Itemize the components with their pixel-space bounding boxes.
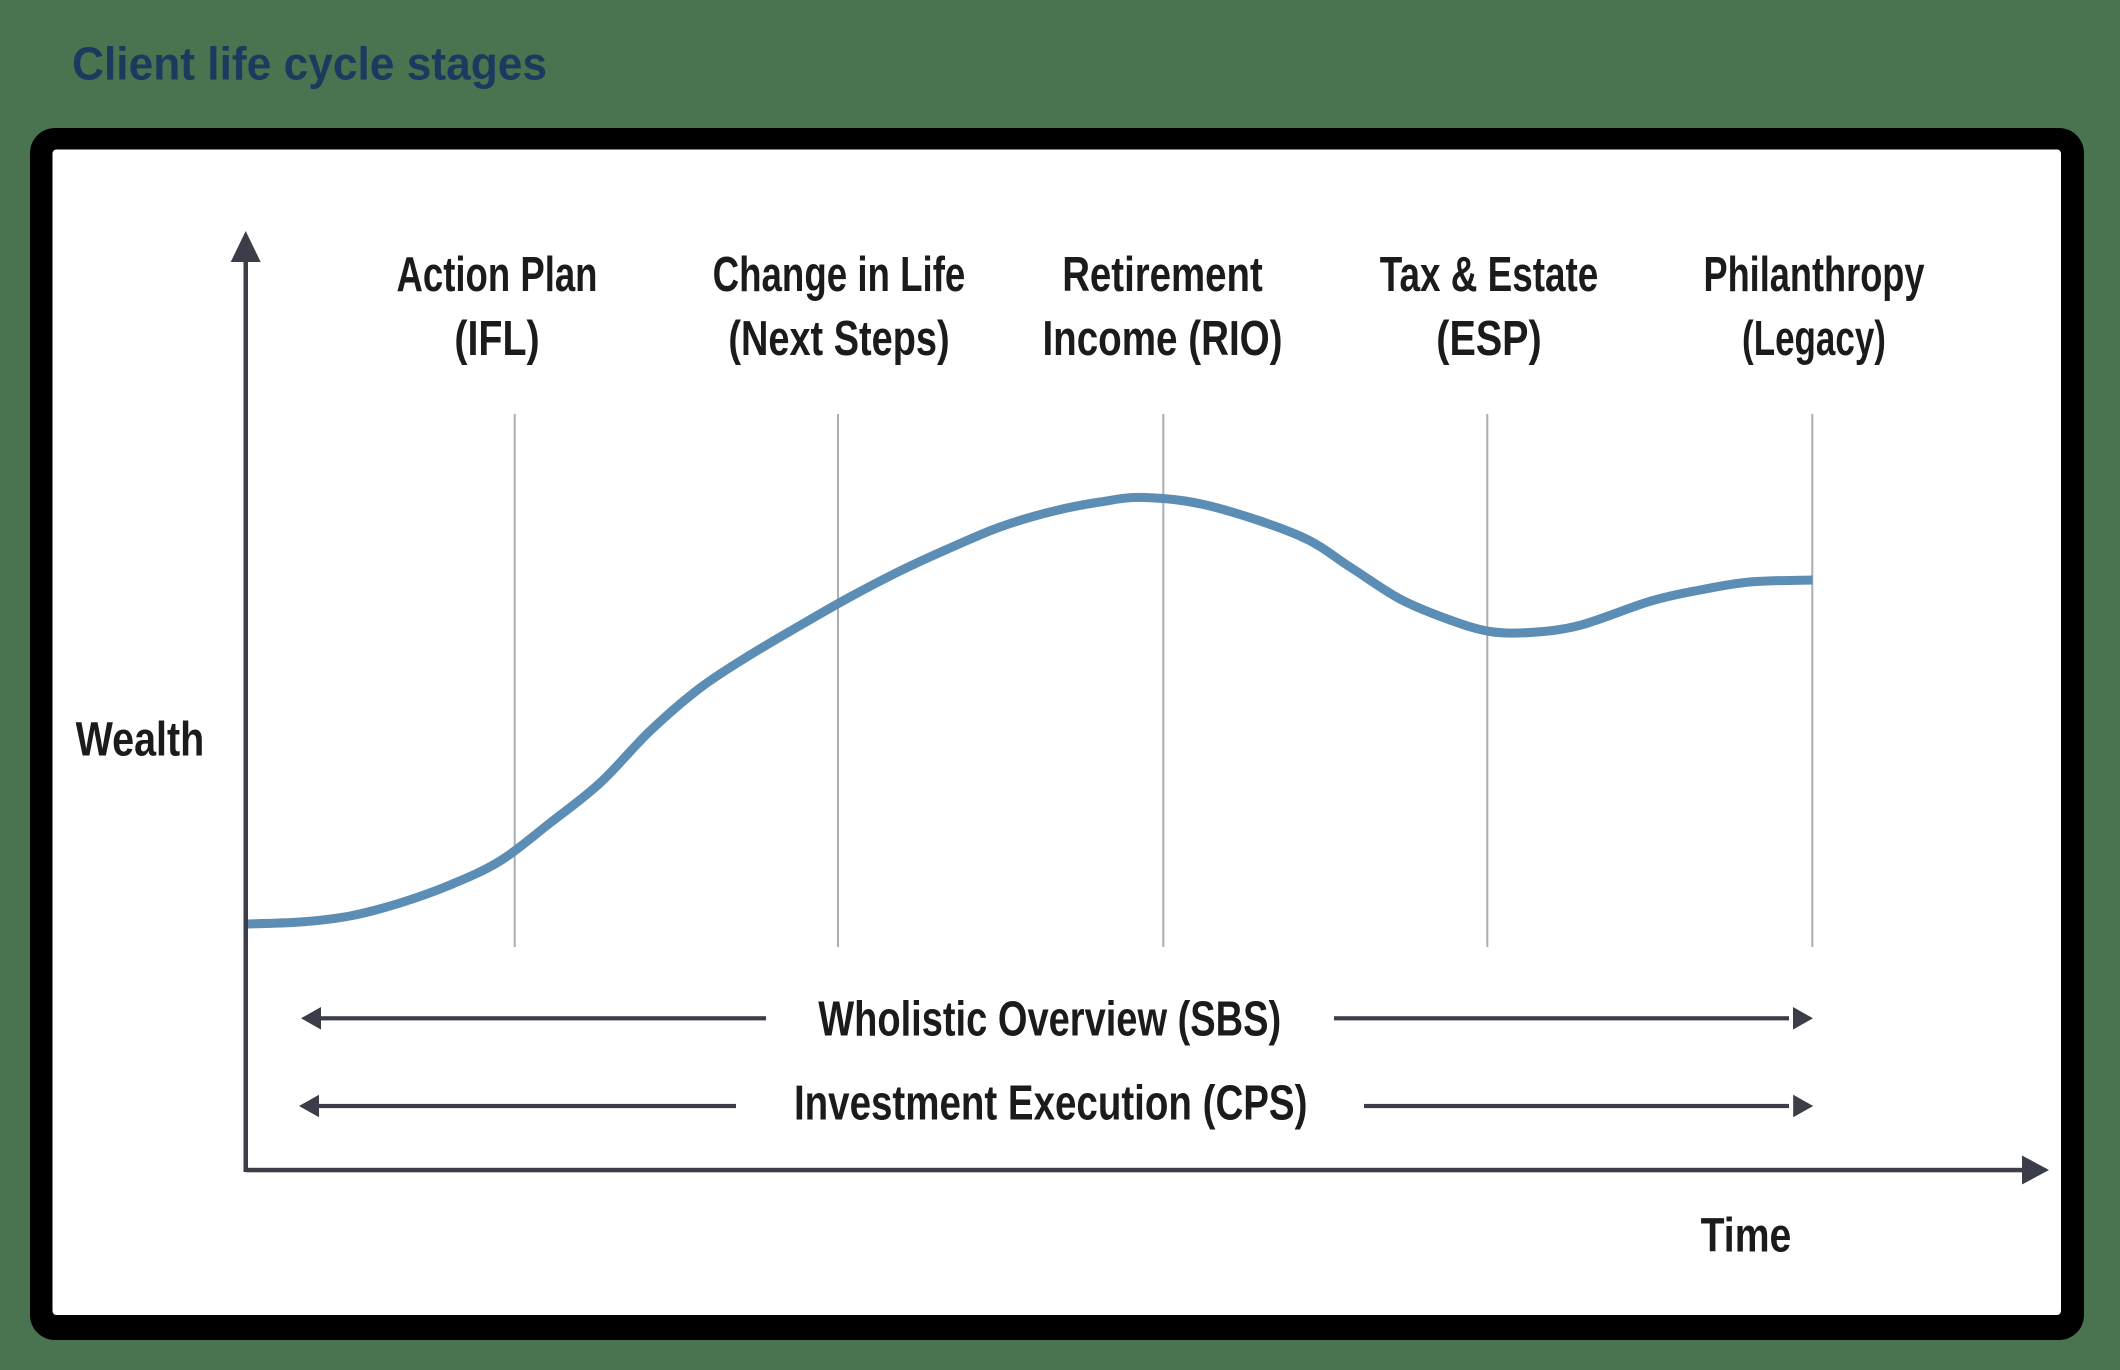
svg-text:Action Plan: Action Plan — [397, 248, 598, 302]
svg-text:Time: Time — [1701, 1210, 1792, 1263]
svg-text:Income (RIO): Income (RIO) — [1042, 312, 1282, 366]
svg-text:Tax & Estate: Tax & Estate — [1380, 248, 1599, 302]
svg-text:Investment Execution (CPS): Investment Execution (CPS) — [794, 1077, 1308, 1131]
svg-text:Wealth: Wealth — [76, 714, 205, 767]
svg-text:(Next Steps): (Next Steps) — [728, 312, 949, 366]
svg-text:(IFL): (IFL) — [454, 312, 539, 366]
svg-text:Philanthropy: Philanthropy — [1703, 248, 1924, 302]
svg-text:Wholistic Overview (SBS): Wholistic Overview (SBS) — [818, 993, 1281, 1047]
svg-text:(Legacy): (Legacy) — [1742, 312, 1886, 366]
svg-text:Client life cycle stages: Client life cycle stages — [72, 38, 547, 90]
svg-text:(ESP): (ESP) — [1436, 312, 1541, 366]
svg-text:Retirement: Retirement — [1062, 248, 1263, 302]
svg-text:Change in Life: Change in Life — [713, 248, 966, 302]
